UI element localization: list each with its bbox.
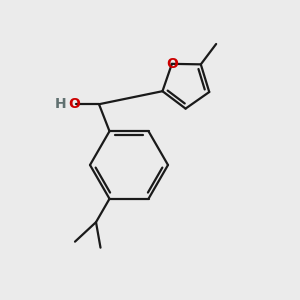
Text: H: H [55,97,66,111]
Text: O: O [166,57,178,71]
Text: O: O [68,97,80,111]
